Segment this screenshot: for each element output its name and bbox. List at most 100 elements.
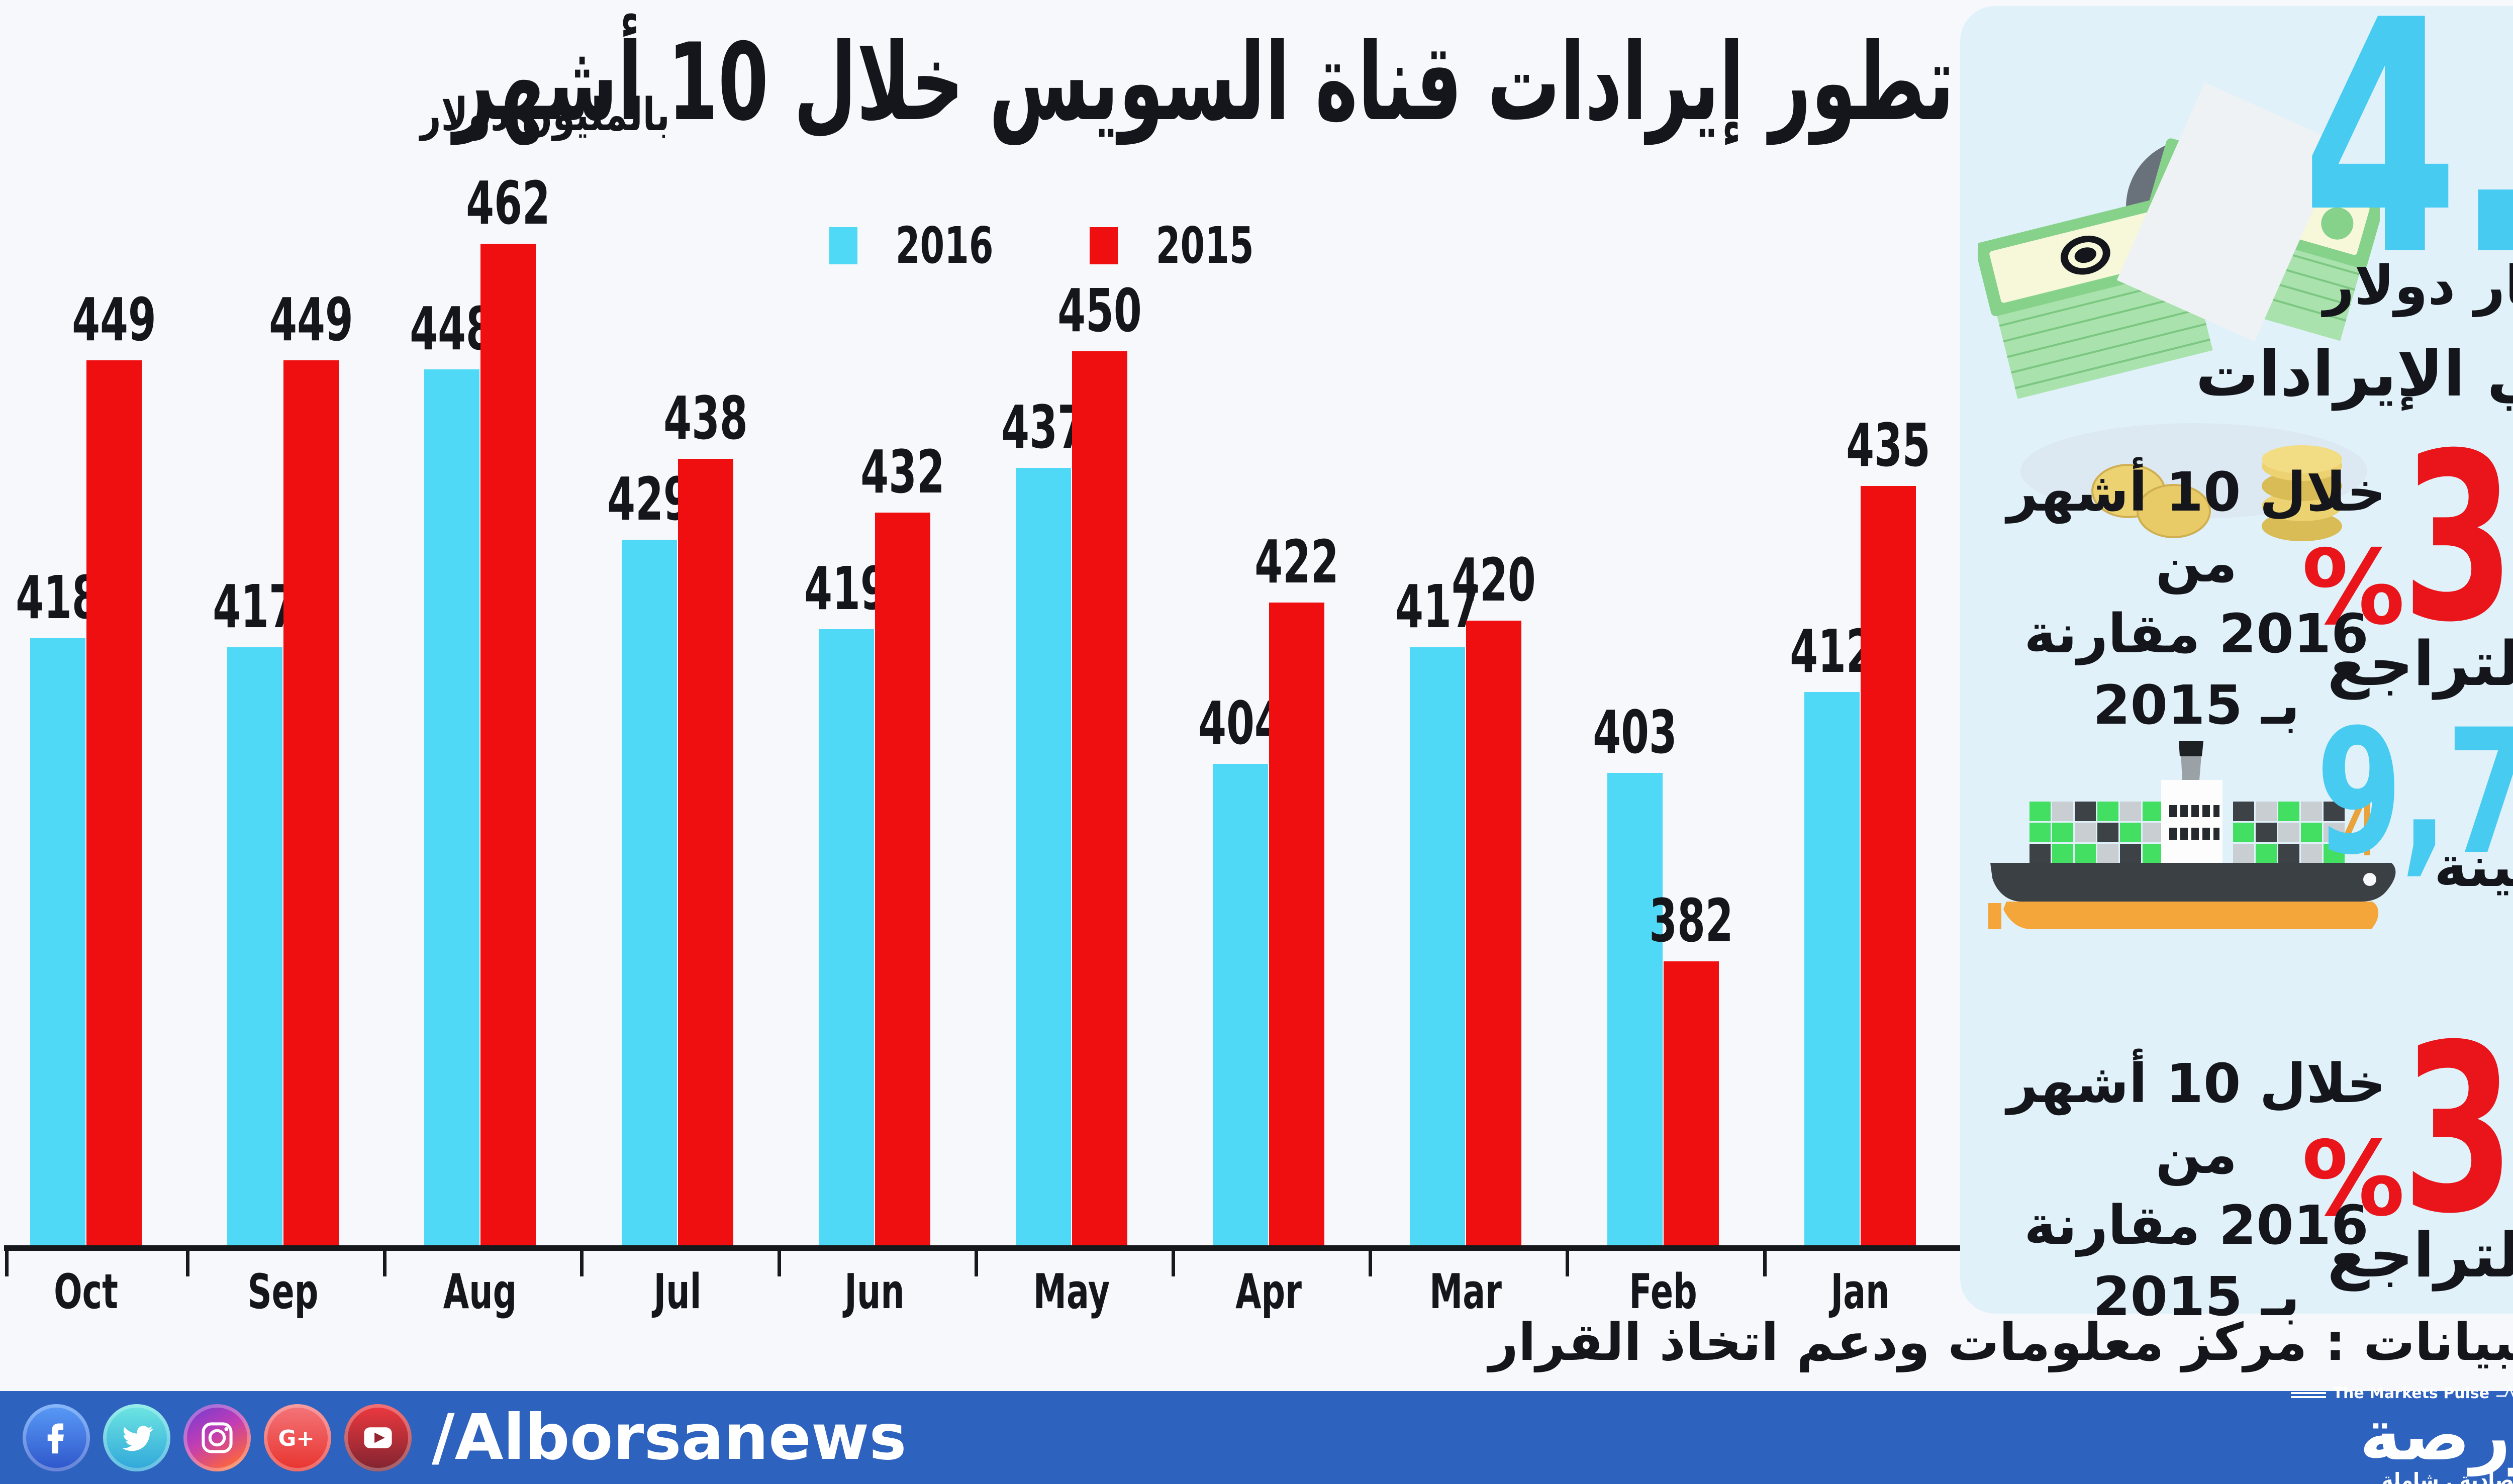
bar-value-2016-Mar: 417 xyxy=(1395,572,1480,642)
bar-value-2015-Mar: 420 xyxy=(1452,545,1536,615)
x-axis-tick xyxy=(1369,1248,1373,1276)
bar-value-2016-Apr: 404 xyxy=(1198,688,1283,758)
ships-count-label: سفينة xyxy=(2434,834,2513,900)
bar-value-2015-Feb: 382 xyxy=(1649,885,1733,955)
x-axis-tick xyxy=(186,1248,189,1276)
revenue-decline-value: 3.1 xyxy=(2402,404,2513,673)
social-icons-row: G+ xyxy=(23,1404,412,1471)
x-axis-tick xyxy=(777,1248,781,1276)
bar-value-2016-Jul: 429 xyxy=(607,464,692,534)
total-revenue-value: 4.2 xyxy=(2302,0,2513,326)
bar-value-2015-Jun: 432 xyxy=(860,437,945,507)
logo-tagline-bottom: يومية . إقتصادية . شاملة xyxy=(2381,1469,2513,1484)
total-revenue-label: إجمالي الإيرادات xyxy=(2195,338,2513,411)
youtube-icon[interactable] xyxy=(344,1404,412,1471)
legend-item-2016: 2016 xyxy=(829,216,1014,275)
cargo-ship-icon xyxy=(1988,741,2396,929)
chart-unit-note: بالمليون دولار xyxy=(420,88,670,141)
bar-value-2016-Sep: 417 xyxy=(213,572,297,642)
bar-2016-Apr xyxy=(1213,764,1269,1246)
twitter-icon[interactable] xyxy=(103,1404,170,1471)
x-axis-label-Jun: Jun xyxy=(844,1264,905,1320)
chart-title: تطور إيرادات قناة السويس خلال 10 أشهر xyxy=(453,20,1954,144)
x-axis-tick xyxy=(1172,1248,1175,1276)
revenue-decline-block: % 3.1 نسبة التراجع خلال 10 أشهر من 2016 … xyxy=(1960,404,2513,737)
bar-2015-Mar xyxy=(1466,620,1522,1246)
x-axis-tick xyxy=(5,1248,9,1276)
legend-item-2015: 2015 xyxy=(1090,216,1275,275)
bar-2015-Sep xyxy=(283,360,339,1246)
logo-tagline-en: The Markets Pulse xyxy=(2333,1384,2490,1402)
chart-legend: 2016 2015 xyxy=(829,216,1275,275)
bar-2015-Oct xyxy=(86,360,142,1246)
bar-value-2016-Oct: 418 xyxy=(16,563,100,633)
facebook-icon[interactable] xyxy=(23,1404,90,1471)
bar-2016-Jun xyxy=(818,629,874,1246)
revenue-decline-label: نسبة التراجع xyxy=(2327,628,2513,700)
x-axis-label-Sep: Sep xyxy=(247,1264,319,1320)
bar-2016-Oct xyxy=(30,638,85,1246)
bar-value-2015-May: 450 xyxy=(1057,276,1142,345)
ships-decline-context: خلال 10 أشهر من 2016 مقارنة بـ 2015 xyxy=(2007,1053,2386,1328)
bar-2016-Mar xyxy=(1410,647,1466,1246)
social-handle[interactable]: /Alborsanews xyxy=(432,1401,907,1474)
bar-2016-Feb xyxy=(1607,772,1663,1246)
logo-name: البورصة xyxy=(2359,1395,2513,1476)
bar-2015-Jan xyxy=(1860,485,1916,1246)
x-axis-label-May: May xyxy=(1033,1264,1110,1320)
x-axis-tick xyxy=(1763,1248,1767,1276)
bar-value-2015-Sep: 449 xyxy=(269,284,353,354)
x-axis-tick xyxy=(383,1248,387,1276)
x-axis-label-Oct: Oct xyxy=(54,1264,118,1320)
bar-value-2015-Jul: 438 xyxy=(663,383,748,453)
percent-sign: % xyxy=(2301,528,2405,648)
ships-decline-block: % 3.8 نسبة التراجع خلال 10 أشهر من 2016 … xyxy=(1960,996,2513,1328)
bar-value-2015-Aug: 462 xyxy=(466,168,551,238)
instagram-icon[interactable] xyxy=(183,1404,251,1471)
x-axis-label-Jul: Jul xyxy=(653,1264,702,1320)
bar-2016-Sep xyxy=(227,647,283,1246)
bar-value-2016-Aug: 448 xyxy=(410,293,495,363)
x-axis-label-Jan: Jan xyxy=(1830,1264,1890,1320)
bar-value-2016-Jun: 419 xyxy=(804,554,889,624)
ships-decline-label: نسبة التراجع xyxy=(2327,1220,2513,1291)
bar-value-2015-Oct: 449 xyxy=(72,284,156,354)
bar-2015-Apr xyxy=(1269,602,1325,1246)
ships-decline-value: 3.8 xyxy=(2402,996,2513,1264)
legend-swatch-2015 xyxy=(1090,227,1118,264)
x-axis-line xyxy=(4,1245,1962,1251)
bar-2015-Jul xyxy=(678,459,733,1246)
x-axis-label-Aug: Aug xyxy=(443,1264,517,1320)
ships-count-value: 9,745 xyxy=(2316,692,2513,893)
x-axis-tick xyxy=(1566,1248,1570,1276)
money-stack-icon xyxy=(1978,82,2380,541)
bar-2016-May xyxy=(1016,468,1071,1246)
bar-2015-Feb xyxy=(1663,961,1719,1246)
bar-value-2016-May: 437 xyxy=(1001,392,1086,462)
x-axis-tick xyxy=(974,1248,978,1276)
bar-value-2016-Jan: 412 xyxy=(1790,617,1874,686)
alborsa-logo[interactable]: The Markets Pulse نبض الأسواق البورصة يو… xyxy=(2290,1384,2513,1484)
x-axis-tick xyxy=(580,1248,584,1276)
bar-2015-May xyxy=(1072,351,1127,1246)
bar-value-2015-Apr: 422 xyxy=(1254,527,1339,597)
percent-sign: % xyxy=(2301,1120,2405,1239)
googleplus-icon[interactable]: G+ xyxy=(264,1404,331,1471)
legend-swatch-2016 xyxy=(829,227,857,264)
bar-2015-Jun xyxy=(875,513,930,1246)
bar-value-2016-Feb: 403 xyxy=(1592,697,1677,767)
stats-panel: 4.2 مليار دولار إجمالي الإيرادات % 3.1 ن… xyxy=(1960,0,2513,1328)
footer-bar: G+ /Alborsanews The Markets Pulse نبض ال… xyxy=(0,1384,2513,1484)
bar-2016-Jul xyxy=(621,539,677,1246)
data-source: مصدر البيانات : مركز معلومات ودعم اتخاذ … xyxy=(1489,1313,2513,1372)
x-axis-label-Apr: Apr xyxy=(1235,1264,1302,1320)
bar-2016-Aug xyxy=(424,369,480,1246)
legend-label-2015: 2015 xyxy=(1156,216,1254,275)
legend-label-2016: 2016 xyxy=(895,216,994,275)
logo-tagline-top: The Markets Pulse نبض الأسواق xyxy=(2290,1384,2513,1402)
bar-2016-Jan xyxy=(1804,692,1860,1246)
x-axis-label-Feb: Feb xyxy=(1628,1264,1697,1320)
bar-value-2015-Jan: 435 xyxy=(1846,410,1930,480)
bar-2015-Aug xyxy=(480,243,536,1246)
